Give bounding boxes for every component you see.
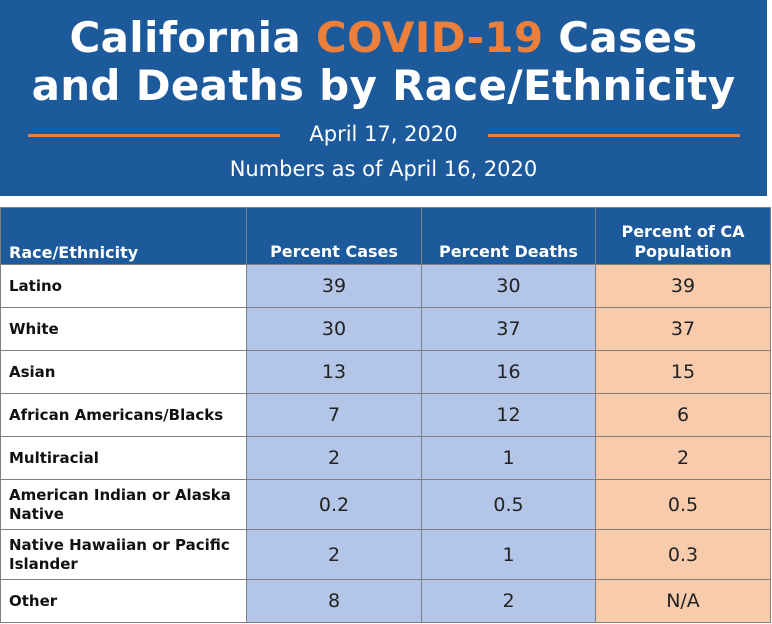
cases-cell: 8 [246,579,422,623]
population-cell: N/A [595,579,771,623]
cases-cell: 2 [246,529,422,580]
title-part-1: California [69,13,316,62]
page-title: California COVID-19 Cases and Deaths by … [0,14,767,110]
deaths-cell: 12 [421,393,596,437]
row-label: African Americans/Blacks [0,393,247,437]
population-cell: 15 [595,350,771,394]
deaths-cell: 37 [421,307,596,351]
title-accent: COVID-19 [315,13,544,62]
divider-left [28,134,280,137]
population-cell: 0.5 [595,479,771,530]
race-ethnicity-table: Race/Ethnicity Percent Cases Percent Dea… [0,207,771,623]
deaths-cell: 16 [421,350,596,394]
cases-cell: 30 [246,307,422,351]
deaths-cell: 30 [421,264,596,308]
report-date: April 17, 2020 [309,122,458,146]
population-cell: 39 [595,264,771,308]
date-row: April 17, 2020 [0,120,767,148]
population-cell: 6 [595,393,771,437]
table-row: Native Hawaiian or Pacific Islander 2 1 … [0,529,771,580]
header-percent-deaths: Percent Deaths [421,207,596,265]
title-line-2: and Deaths by Race/Ethnicity [31,61,736,110]
row-label: Native Hawaiian or Pacific Islander [0,529,247,580]
cases-cell: 0.2 [246,479,422,530]
cases-cell: 7 [246,393,422,437]
row-label: Other [0,579,247,623]
table-row: Latino 39 30 39 [0,264,771,308]
header-race-ethnicity: Race/Ethnicity [0,207,247,265]
title-banner: California COVID-19 Cases and Deaths by … [0,0,767,196]
cases-cell: 39 [246,264,422,308]
deaths-cell: 2 [421,579,596,623]
as-of-date: Numbers as of April 16, 2020 [229,157,538,181]
table-row: Other 8 2 N/A [0,579,771,623]
header-percent-cases: Percent Cases [246,207,422,265]
table-header-row: Race/Ethnicity Percent Cases Percent Dea… [0,207,771,265]
population-cell: 0.3 [595,529,771,580]
title-part-2: Cases [543,13,698,62]
row-label: American Indian or Alaska Native [0,479,247,530]
table-row: Multiracial 2 1 2 [0,436,771,480]
table-row: White 30 37 37 [0,307,771,351]
table-row: American Indian or Alaska Native 0.2 0.5… [0,479,771,530]
deaths-cell: 0.5 [421,479,596,530]
deaths-cell: 1 [421,436,596,480]
population-cell: 37 [595,307,771,351]
row-label: Latino [0,264,247,308]
row-label: White [0,307,247,351]
header-percent-population: Percent of CA Population [595,207,771,265]
row-label: Multiracial [0,436,247,480]
cases-cell: 2 [246,436,422,480]
table-row: Asian 13 16 15 [0,350,771,394]
deaths-cell: 1 [421,529,596,580]
divider-right [488,134,740,137]
cases-cell: 13 [246,350,422,394]
population-cell: 2 [595,436,771,480]
table-row: African Americans/Blacks 7 12 6 [0,393,771,437]
row-label: Asian [0,350,247,394]
